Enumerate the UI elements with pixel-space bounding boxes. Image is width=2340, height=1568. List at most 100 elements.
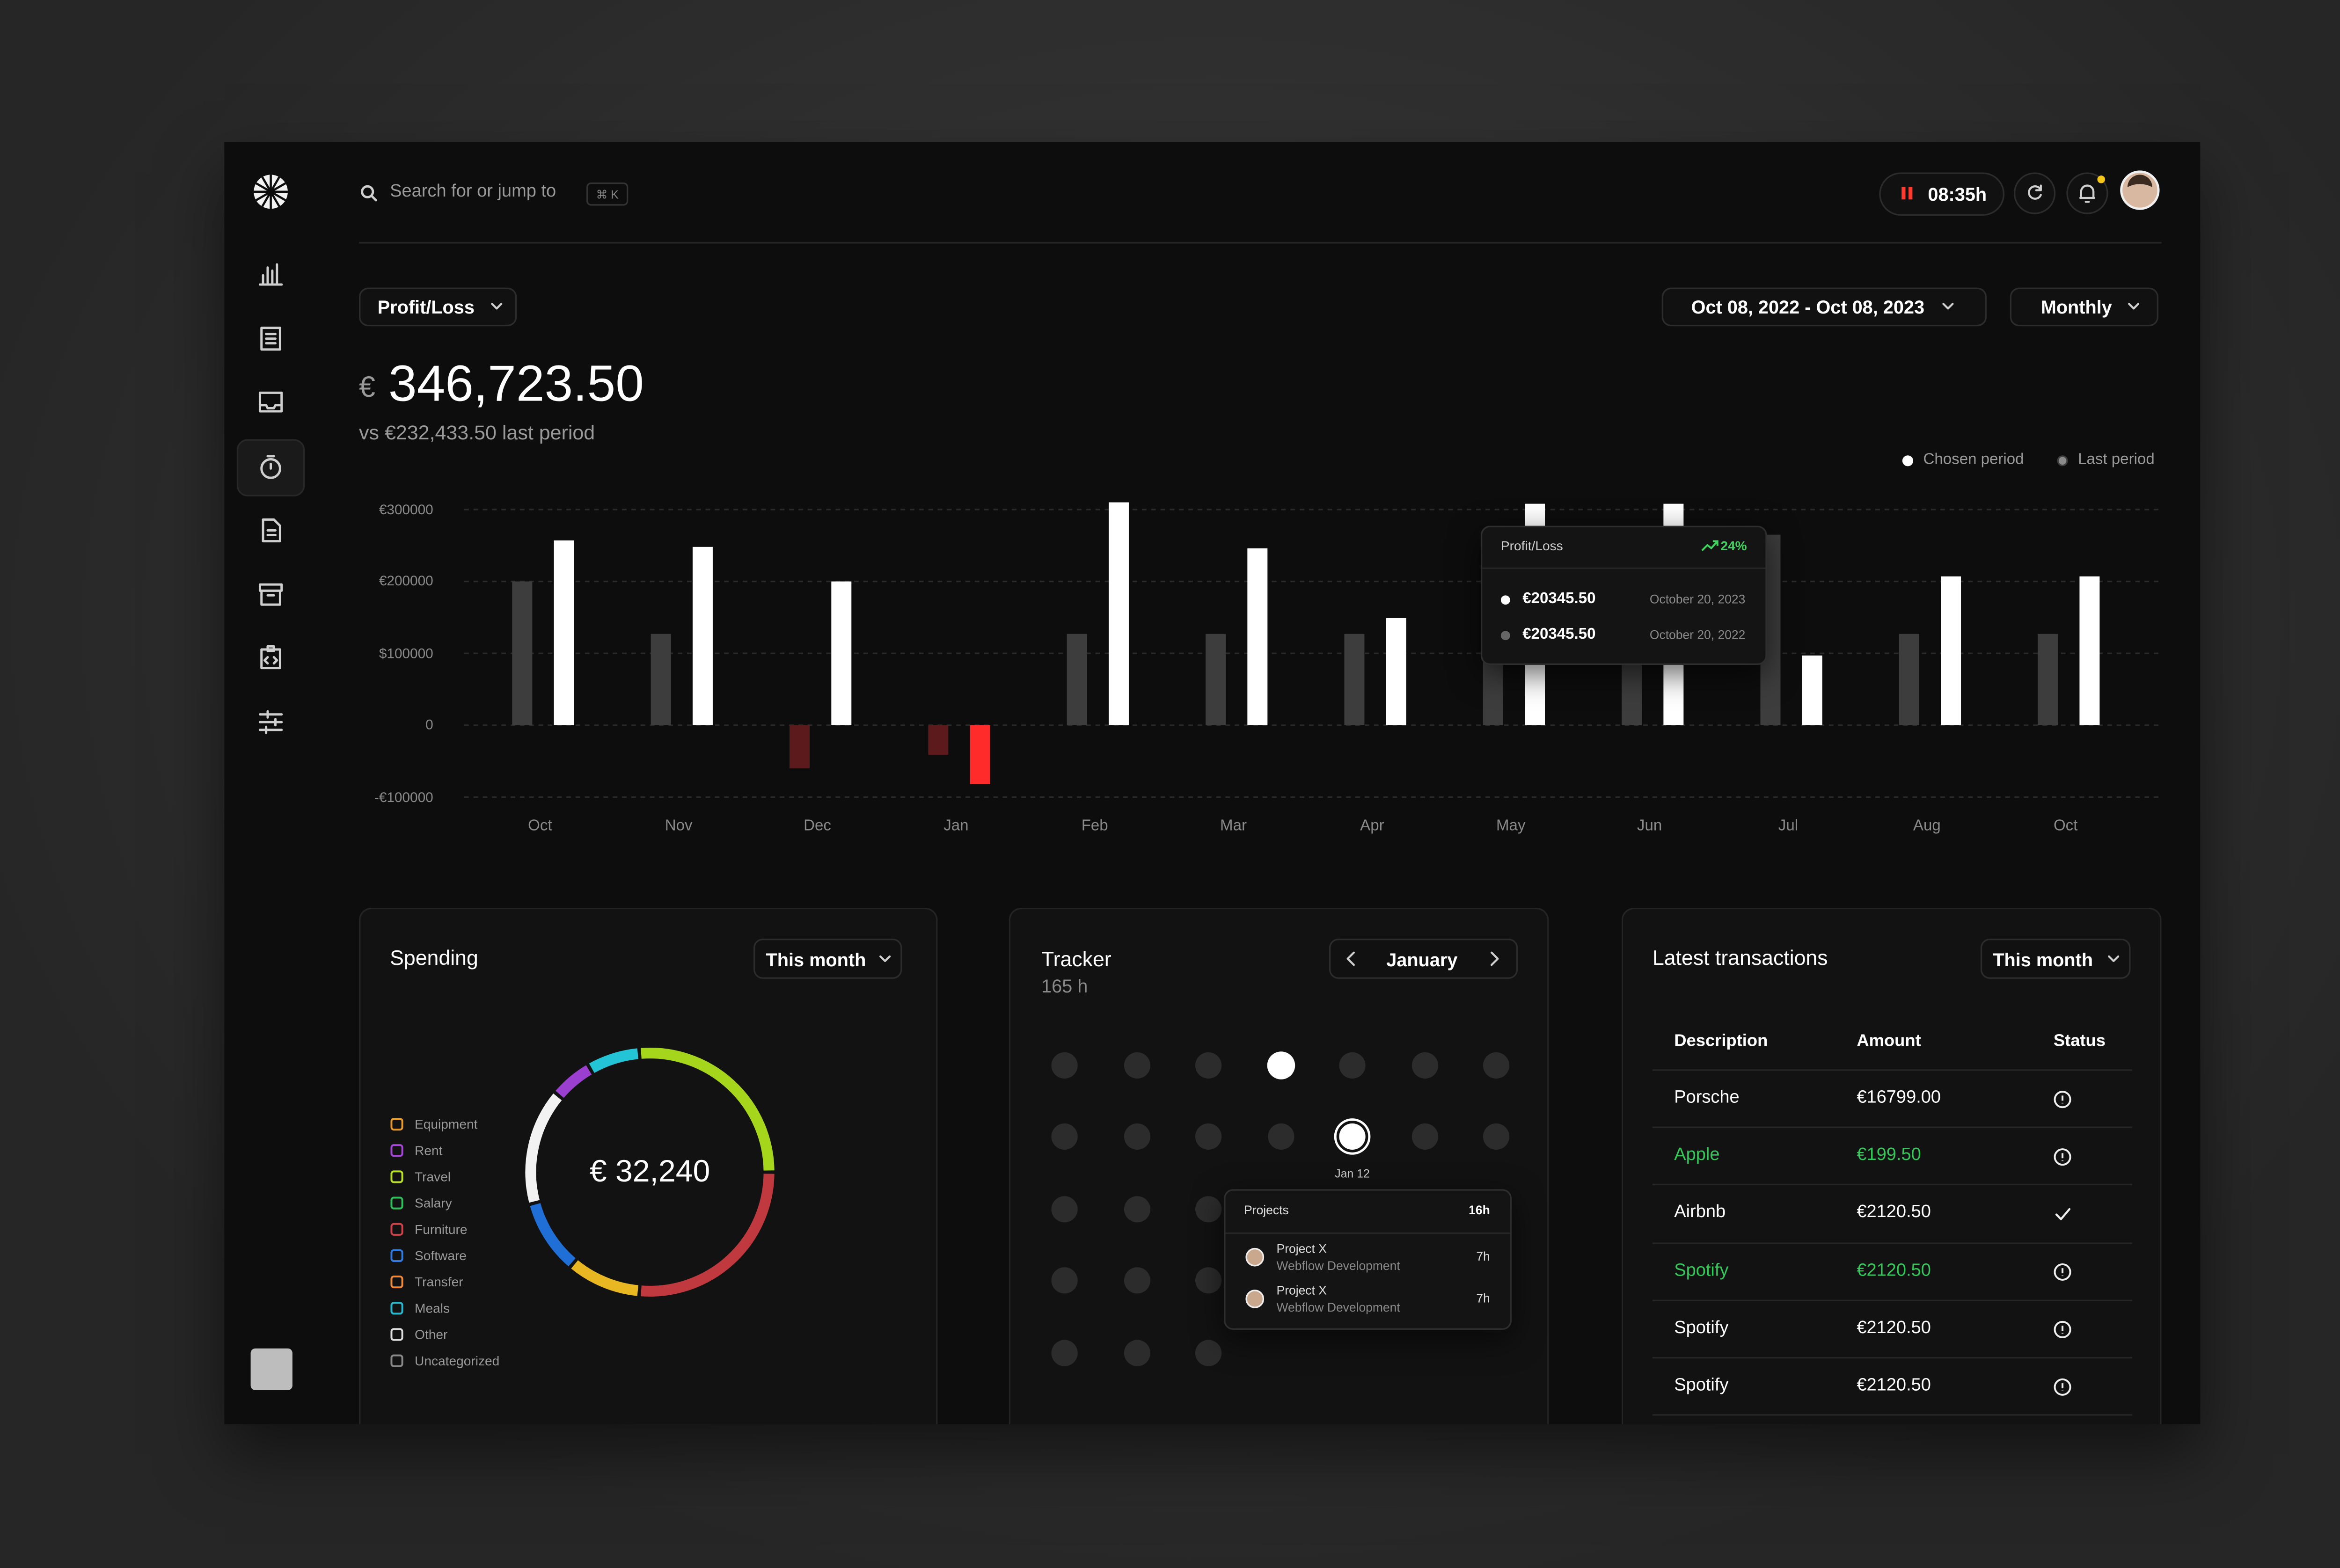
nav-tracker[interactable] — [260, 455, 281, 479]
x-tick-label: Jun — [1637, 818, 1662, 835]
day-dot[interactable] — [1051, 1052, 1078, 1079]
tracker-month-picker[interactable] — [1329, 938, 1518, 979]
donut-segment[interactable] — [641, 1048, 775, 1171]
transaction-description[interactable]: Spotify — [1674, 1319, 1729, 1338]
day-dot[interactable] — [1339, 1052, 1366, 1079]
bar[interactable] — [512, 581, 533, 725]
day-dot[interactable] — [1411, 1123, 1439, 1150]
bar[interactable] — [970, 725, 990, 784]
logo-ray — [270, 182, 286, 193]
day-dot[interactable] — [1124, 1052, 1151, 1079]
notifications-button[interactable] — [2066, 172, 2108, 214]
day-dot[interactable] — [1339, 1123, 1366, 1150]
day-dot[interactable] — [1411, 1052, 1439, 1079]
transaction-description[interactable]: Apple — [1674, 1146, 1720, 1165]
donut-segment[interactable] — [589, 1048, 639, 1073]
day-dot[interactable] — [1195, 1123, 1222, 1150]
nav-invoices[interactable] — [262, 518, 281, 543]
nav-ledger[interactable] — [260, 327, 281, 351]
day-dot[interactable] — [1268, 1123, 1294, 1150]
logo-ray — [270, 190, 286, 201]
metric-dropdown[interactable] — [359, 287, 517, 327]
legend-icon — [390, 1144, 403, 1157]
day-dot[interactable] — [1124, 1123, 1151, 1150]
bar[interactable] — [1108, 502, 1129, 725]
donut-segment[interactable] — [641, 1174, 775, 1297]
x-tick-label: Apr — [1360, 818, 1384, 835]
donut-segment[interactable] — [571, 1260, 639, 1296]
day-dot[interactable] — [1051, 1267, 1078, 1294]
day-dot[interactable] — [1124, 1340, 1151, 1366]
transaction-amount: €2120.50 — [1857, 1261, 1931, 1280]
timer-pill[interactable] — [1879, 172, 2005, 216]
day-dot[interactable] — [1267, 1051, 1295, 1079]
project-avatar — [1245, 1247, 1265, 1267]
day-dot[interactable] — [1195, 1340, 1222, 1366]
day-dot[interactable] — [1195, 1052, 1222, 1079]
refresh-icon — [2028, 184, 2042, 200]
search-placeholder[interactable]: Search for or jump to — [390, 182, 556, 201]
legend-label: Software — [415, 1247, 467, 1263]
tooltip-value: €20345.50 — [1522, 626, 1596, 643]
workspace-badge[interactable] — [250, 1348, 292, 1390]
day-dot[interactable] — [1051, 1196, 1078, 1223]
refresh-button[interactable] — [2013, 172, 2056, 214]
logo-ray — [270, 176, 280, 192]
legend-icon — [390, 1196, 403, 1210]
nav-vault[interactable] — [258, 583, 283, 606]
day-dot[interactable] — [1124, 1267, 1151, 1294]
bar[interactable] — [1941, 576, 1961, 725]
day-dot[interactable] — [1195, 1196, 1222, 1223]
donut-segment[interactable] — [556, 1065, 592, 1098]
nav-inbox[interactable] — [258, 391, 283, 413]
bar[interactable] — [831, 581, 852, 725]
day-dot[interactable] — [1124, 1196, 1151, 1223]
chevron[interactable] — [879, 955, 891, 963]
project-name: Project X — [1276, 1284, 1327, 1298]
donut-segment[interactable] — [530, 1203, 576, 1267]
donut-segment[interactable] — [525, 1093, 562, 1203]
bar[interactable] — [2079, 576, 2100, 725]
bar[interactable] — [1899, 634, 1919, 725]
legend-label: Furniture — [415, 1221, 468, 1237]
bar[interactable] — [1247, 548, 1268, 725]
interval-dropdown[interactable] — [2010, 287, 2159, 327]
bar[interactable] — [1802, 655, 1822, 725]
date-dropdown[interactable] — [1661, 287, 1987, 327]
bar[interactable] — [1344, 634, 1365, 725]
bar[interactable] — [2038, 634, 2058, 725]
bar[interactable] — [554, 540, 574, 725]
bar[interactable] — [928, 725, 949, 755]
nav-apps[interactable] — [260, 645, 281, 670]
nav-settings[interactable] — [258, 710, 283, 734]
spending-period-dropdown[interactable] — [753, 938, 902, 979]
chevron[interactable] — [491, 303, 503, 310]
bar[interactable] — [790, 725, 810, 769]
card-title: Tracker — [1041, 948, 1112, 971]
chevron[interactable] — [2108, 955, 2120, 963]
x-tick-label: Feb — [1081, 818, 1108, 835]
bar[interactable] — [1206, 634, 1226, 725]
legend-icon — [390, 1276, 403, 1289]
day-dot[interactable] — [1051, 1340, 1078, 1366]
transaction-description[interactable]: Porsche — [1674, 1088, 1740, 1108]
legend-label: Transfer — [415, 1274, 463, 1290]
bar[interactable] — [651, 634, 671, 725]
chevron[interactable] — [1490, 951, 1499, 966]
day-dot[interactable] — [1483, 1123, 1510, 1150]
transactions-period-dropdown[interactable] — [1980, 938, 2131, 979]
nav-reports[interactable] — [258, 263, 283, 286]
chevron[interactable] — [1346, 951, 1355, 966]
day-dot[interactable] — [1051, 1123, 1078, 1150]
day-dot[interactable] — [1195, 1267, 1222, 1294]
status-info — [2054, 1320, 2071, 1338]
transaction-description[interactable]: Spotify — [1674, 1261, 1729, 1280]
day-dot[interactable] — [1483, 1052, 1510, 1079]
transaction-description[interactable]: Spotify — [1674, 1376, 1729, 1395]
bar[interactable] — [692, 547, 713, 725]
transaction-description[interactable]: Airbnb — [1674, 1203, 1726, 1223]
chevron[interactable] — [2128, 303, 2140, 310]
bar[interactable] — [1386, 618, 1406, 725]
bar[interactable] — [1067, 634, 1087, 725]
chevron[interactable] — [1942, 303, 1954, 310]
